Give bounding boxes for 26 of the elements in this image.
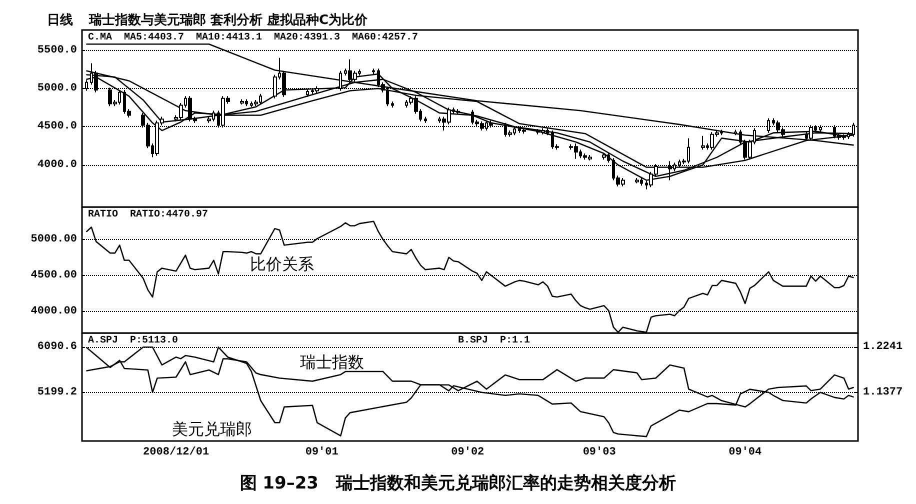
x-tick-label: 09'03 bbox=[582, 446, 616, 458]
chart-title: 日线 bbox=[47, 13, 73, 28]
annotation: 比价关系 bbox=[250, 254, 314, 274]
annotation: A.SPJ P:5113.0 bbox=[88, 336, 178, 346]
y2-tick-label: 1.2241 bbox=[863, 341, 904, 354]
caption: 图 19–23 瑞士指数和美元兑瑞郎汇率的走势相关度分析 bbox=[240, 474, 676, 494]
y-tick-label: 4000.00 bbox=[30, 305, 77, 318]
y-tick-label: 5000.0 bbox=[37, 82, 77, 94]
annotation: RATIO RATIO:4470.97 bbox=[88, 210, 208, 220]
x-tick-label: 09'04 bbox=[728, 446, 762, 458]
y-tick-label: 5199.2 bbox=[37, 386, 77, 398]
annotation: 美元兑瑞郎 bbox=[172, 420, 252, 438]
annotation: B.SPJ P:1.1 bbox=[458, 336, 530, 346]
annotation: C.MA MA5:4403.7 MA10:4413.1 MA20:4391.3 MA60:4257.7 bbox=[88, 32, 418, 44]
y-tick-label: 4500.0 bbox=[37, 120, 77, 133]
annotation: 瑞士指数 bbox=[300, 352, 364, 372]
y-tick-label: 6090.6 bbox=[37, 341, 77, 354]
x-tick-label: 09'02 bbox=[451, 446, 484, 458]
y-tick-label: 5000.00 bbox=[30, 233, 77, 246]
y-tick-label: 4500.00 bbox=[30, 269, 77, 282]
chart-subtitle: 瑞士指数与美元瑞郎 套利分析 虚拟品种C为比价 bbox=[88, 12, 369, 28]
y2-tick-label: 1.1377 bbox=[863, 386, 903, 398]
x-tick-label: 09'01 bbox=[305, 446, 339, 458]
y-tick-label: 4000.0 bbox=[37, 158, 77, 171]
x-tick-label: 2008/12/01 bbox=[143, 446, 210, 458]
y-tick-label: 5500.0 bbox=[37, 44, 77, 56]
